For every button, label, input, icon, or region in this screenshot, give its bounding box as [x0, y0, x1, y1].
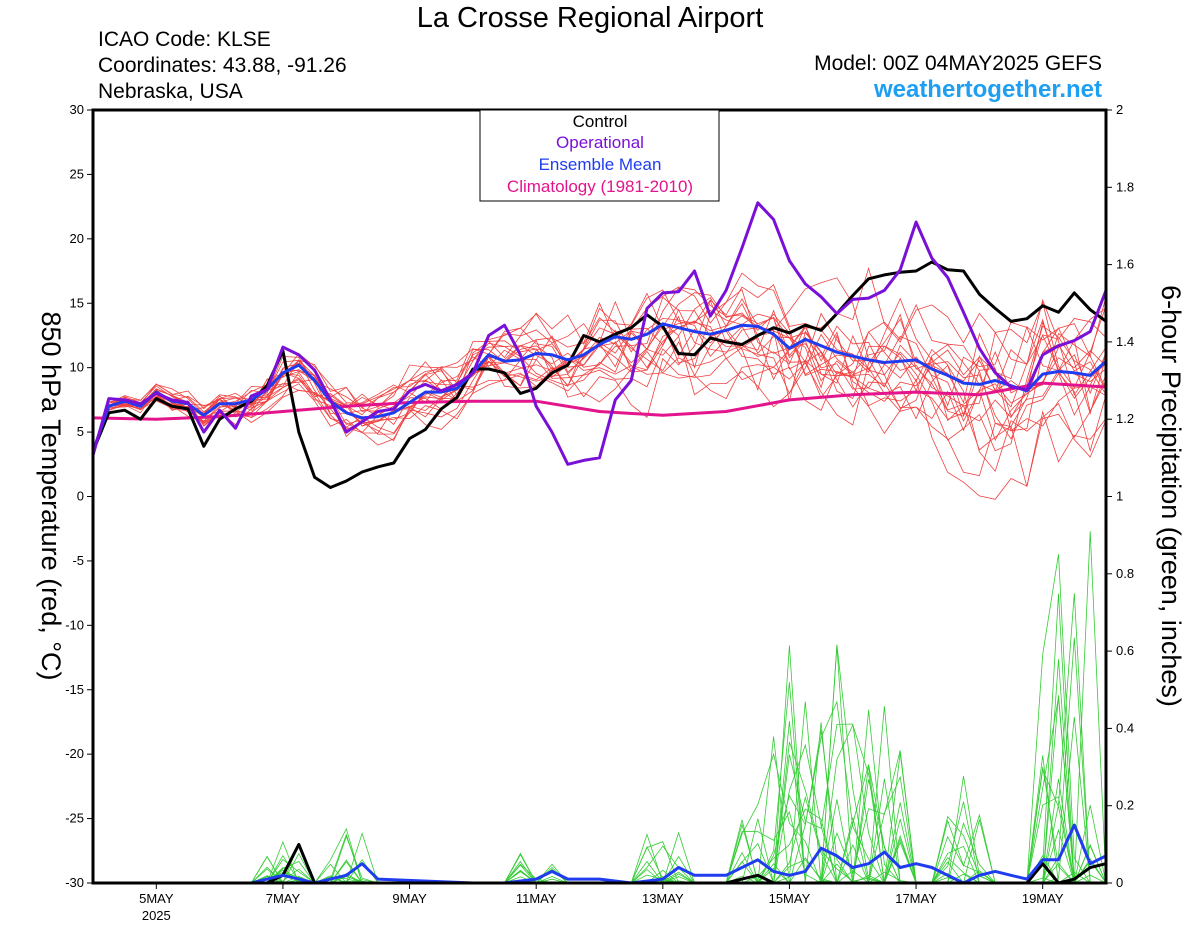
y-tick-label: 15	[70, 295, 84, 310]
y2-tick-label: 2	[1116, 102, 1123, 117]
legend-box	[479, 109, 720, 202]
y2-tick-label: 0.8	[1116, 566, 1134, 581]
precip-member-line	[93, 659, 1107, 884]
x-tick-label: 17MAY	[895, 891, 937, 906]
x-tick-label: 9MAY	[392, 891, 427, 906]
y-tick-label: 10	[70, 360, 84, 375]
y2-tick-label: 1	[1116, 489, 1123, 504]
legend-ensemble-mean: Ensemble Mean	[539, 155, 662, 174]
icao-code: ICAO Code: KLSE	[98, 28, 271, 51]
y-tick-label: -5	[72, 553, 84, 568]
y2-tick-label: 1.4	[1116, 334, 1134, 349]
temperature-member-line	[92, 308, 1107, 456]
temperature-member-line	[92, 318, 1107, 451]
y2-axis-label: 6-hour Precipitation (green, inches)	[1156, 285, 1186, 707]
site-link[interactable]: weathertogether.net	[873, 76, 1102, 103]
y2-tick-label: 0.6	[1116, 643, 1134, 658]
y-tick-label: -10	[65, 617, 84, 632]
temperature-member-line	[92, 292, 1107, 473]
x-tick-label: 7MAY	[266, 891, 301, 906]
y2-tick-label: 1.8	[1116, 179, 1134, 194]
y2-tick-label: 0	[1116, 875, 1123, 890]
y-tick-label: 20	[70, 231, 84, 246]
operational-line	[91, 201, 1108, 466]
precip-member-line	[93, 531, 1107, 884]
temperature-member-line	[92, 296, 1107, 451]
y2-tick-label: 0.2	[1116, 798, 1134, 813]
y-tick-label: 5	[77, 424, 84, 439]
chart-title: La Crosse Regional Airport	[416, 2, 764, 34]
y-tick-label: 0	[77, 489, 84, 504]
temperature-member-line	[92, 318, 1107, 453]
precip-member-line	[93, 695, 1107, 885]
legend: Control Operational Ensemble Mean Climat…	[479, 109, 720, 202]
x-tick-year: 2025	[142, 908, 171, 923]
climatology-1981-2010-line	[92, 381, 1107, 421]
y-axis-label: 850 hPa Temperature (red, °C)	[36, 312, 66, 681]
x-tick-label: 15MAY	[769, 891, 811, 906]
coordinates: Coordinates: 43.88, -91.26	[98, 54, 347, 77]
plot-frame	[91, 108, 1108, 885]
legend-control: Control	[573, 112, 628, 131]
precip-member-line	[93, 645, 1107, 884]
y-tick-label: -25	[65, 811, 84, 826]
precip-member-line	[93, 554, 1106, 884]
temperature-member-line	[92, 296, 1107, 451]
y-tick-label: 30	[70, 102, 84, 117]
legend-climatology: Climatology (1981-2010)	[507, 177, 693, 196]
ensemble-mean-line	[91, 322, 1108, 452]
y2-tick-label: 1.6	[1116, 257, 1134, 272]
precip-member-line	[93, 682, 1106, 884]
precip-member-line	[93, 637, 1106, 884]
y-tick-label: -15	[65, 682, 84, 697]
y-tick-label: 25	[70, 166, 84, 181]
precip-member-line	[93, 697, 1106, 885]
precip-member-line	[93, 645, 1106, 884]
precip-member-line	[93, 701, 1107, 884]
temperature-member-line	[92, 292, 1107, 449]
precip-member-line	[93, 750, 1107, 885]
y2-tick-label: 1.2	[1116, 411, 1134, 426]
axes: 302520151050-5-10-15-20-25-3021.81.61.41…	[65, 102, 1134, 923]
model-run: Model: 00Z 04MAY2025 GEFS	[814, 52, 1102, 75]
precip-member-line	[93, 706, 1107, 884]
x-tick-label: 13MAY	[642, 891, 684, 906]
precip-ensemble-mean-line	[93, 823, 1107, 885]
x-tick-label: 19MAY	[1022, 891, 1064, 906]
temperature-members	[92, 266, 1107, 500]
series-layer	[91, 201, 1108, 885]
legend-operational: Operational	[556, 133, 644, 152]
location: Nebraska, USA	[98, 80, 243, 103]
temperature-member-line	[92, 298, 1107, 450]
y2-tick-label: 0.4	[1116, 720, 1134, 735]
x-tick-label: 5MAY	[139, 891, 174, 906]
precip-member-line	[93, 778, 1106, 885]
precip-members	[93, 531, 1107, 885]
temperature-member-line	[92, 289, 1107, 451]
x-tick-label: 11MAY	[516, 891, 557, 906]
y-tick-label: -30	[65, 875, 84, 890]
y-tick-label: -20	[65, 746, 84, 761]
